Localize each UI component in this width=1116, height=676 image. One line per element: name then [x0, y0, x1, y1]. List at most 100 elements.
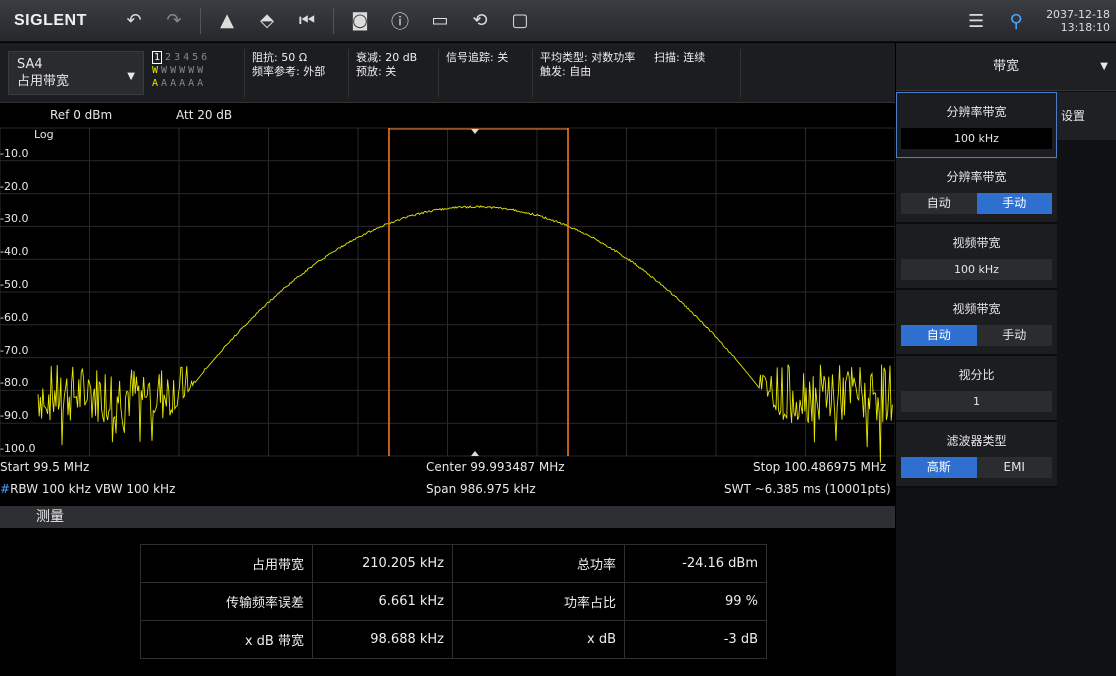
- network-icon[interactable]: ⚲: [1009, 10, 1023, 32]
- ratio-value-input[interactable]: 1: [901, 391, 1052, 412]
- info-divider: [244, 49, 245, 97]
- caret-down-icon: ▼: [1100, 61, 1108, 72]
- table-row: 传输频率误差 6.661 kHz 功率占比 99 %: [140, 582, 767, 621]
- vbw-manual-option[interactable]: 手动: [976, 325, 1052, 346]
- rbw-mode-softkey: 分辨率带宽 自动 手动: [896, 158, 1057, 224]
- table-row: x dB 带宽 98.688 kHz x dB -3 dB: [140, 620, 767, 659]
- skip-back-icon[interactable]: ⏮: [298, 10, 316, 31]
- span-readout: Span 986.975 kHz: [426, 482, 536, 496]
- trace-number: 5: [192, 52, 199, 63]
- info-divider: [348, 49, 349, 97]
- filter-emi-option[interactable]: EMI: [976, 457, 1052, 478]
- power-ratio-label: 功率占比: [452, 582, 625, 621]
- softkey-panel: 带宽 ▼ 设置 分辨率带宽 100 kHz 分辨率带宽 自动 手动 视频带宽 1…: [896, 43, 1116, 676]
- total-power-value: -24.16 dBm: [624, 544, 767, 583]
- trace-number: 2: [165, 52, 172, 63]
- caret-down-icon: ▼: [127, 71, 135, 82]
- trace-status-grid[interactable]: 1 2 3 4 5 6 W W W W W W A A A A A A: [152, 51, 207, 90]
- total-power-label: 总功率: [452, 544, 625, 583]
- freq-error-value: 6.661 kHz: [312, 582, 453, 621]
- brand-logo: SIGLENT: [14, 11, 87, 29]
- peak-search-icon[interactable]: ▲: [220, 10, 234, 31]
- measurement-name: 占用带宽: [17, 74, 70, 89]
- scale-type: Log: [34, 128, 54, 141]
- measurement-table: 占用带宽 210.205 kHz 总功率 -24.16 dBm 传输频率误差 6…: [140, 544, 767, 659]
- vbw-mode-label: 视频带宽: [952, 302, 1001, 316]
- rbw-auto-option[interactable]: 自动: [901, 193, 977, 214]
- trace-mode: A: [170, 78, 177, 89]
- panel-header[interactable]: 带宽 ▼: [896, 43, 1116, 91]
- y-axis-tick-label: -90.0: [0, 409, 29, 423]
- trace-number: 3: [174, 52, 181, 63]
- reset-icon[interactable]: ⟲: [472, 10, 488, 31]
- filter-gauss-option[interactable]: 高斯: [901, 457, 977, 478]
- rbw-mode-toggle[interactable]: 自动 手动: [901, 193, 1052, 214]
- xdb-label: x dB: [452, 620, 625, 659]
- tab-settings[interactable]: 设置: [1057, 92, 1116, 140]
- rbw-manual-option[interactable]: 手动: [976, 193, 1052, 214]
- top-toolbar: SIGLENT ↶ ↷ ▲ ⬘ ⏮ ◙ ⓘ ▭ ⟲ ▢ ☰ ⚲ 2037-12-…: [0, 0, 1116, 42]
- vbw-softkey[interactable]: 视频带宽 100 kHz: [896, 224, 1057, 290]
- y-axis-tick-label: -100.0: [0, 442, 36, 455]
- y-axis-tick-label: -70.0: [0, 343, 29, 357]
- mode-select[interactable]: SA4 占用带宽 ▼: [8, 51, 144, 95]
- rbw-value-input[interactable]: 100 kHz: [901, 128, 1052, 149]
- vbw-mode-softkey: 视频带宽 自动 手动: [896, 290, 1057, 356]
- occupied-bw-label: 占用带宽: [140, 544, 313, 583]
- average-info: 平均类型: 对数功率 触发: 自由: [540, 51, 635, 79]
- vbw-rbw-ratio-softkey[interactable]: 视分比 1: [896, 356, 1057, 422]
- y-axis-tick-label: -40.0: [0, 245, 29, 259]
- trigger-text: 触发: 自由: [540, 65, 592, 78]
- sweep-info: 扫描: 连续: [654, 51, 705, 65]
- spectrum-trace: [37, 205, 893, 463]
- stop-frequency: Stop 100.486975 MHz: [753, 460, 887, 474]
- ref-level: Ref 0 dBm: [50, 108, 113, 122]
- xdb-bw-value: 98.688 kHz: [312, 620, 453, 659]
- rbw-softkey[interactable]: 分辨率带宽 100 kHz: [896, 92, 1057, 158]
- trace-mode: A: [161, 78, 168, 89]
- filter-type-toggle[interactable]: 高斯 EMI: [901, 457, 1052, 478]
- power-ratio-value: 99 %: [624, 582, 767, 621]
- marker-icon[interactable]: ⬘: [260, 10, 274, 31]
- camera-icon[interactable]: ◙: [351, 10, 369, 31]
- y-axis-tick-label: -20.0: [0, 179, 29, 193]
- vbw-value-input[interactable]: 100 kHz: [901, 259, 1052, 280]
- folder-icon[interactable]: ▭: [431, 10, 449, 31]
- occupied-bw-value: 210.205 kHz: [312, 544, 453, 583]
- spectrum-graph: [0, 127, 895, 463]
- undo-icon[interactable]: ↶: [126, 10, 142, 31]
- rbw-vbw-text: RBW 100 kHz VBW 100 kHz: [10, 482, 176, 496]
- sweep-time-readout: SWT ~6.385 ms (10001pts): [724, 482, 891, 496]
- filter-type-label: 滤波器类型: [946, 434, 1007, 448]
- center-top-marker-icon: [471, 129, 479, 134]
- toolbar-divider: [333, 7, 334, 34]
- info-divider: [532, 49, 533, 97]
- y-axis-tick-label: -60.0: [0, 310, 29, 324]
- message-icon[interactable]: ▢: [511, 10, 529, 31]
- tracking-info: 信号追踪: 关: [446, 51, 508, 65]
- trace-number: 6: [201, 52, 208, 63]
- help-icon[interactable]: ⓘ: [391, 11, 409, 33]
- table-row: 占用带宽 210.205 kHz 总功率 -24.16 dBm: [140, 544, 767, 583]
- trace-type: W: [197, 65, 204, 76]
- y-axis-tick-label: -10.0: [0, 146, 29, 160]
- vbw-auto-option[interactable]: 自动: [901, 325, 977, 346]
- redo-icon[interactable]: ↷: [166, 10, 182, 31]
- tracking-text: 信号追踪: 关: [446, 51, 509, 64]
- spectrum-plot[interactable]: Ref 0 dBm Att 20 dB Log -10.0 -20.0 -30.0 -…: [0, 104, 895, 506]
- vbw-mode-toggle[interactable]: 自动 手动: [901, 325, 1052, 346]
- bandwidth-readout: #RBW 100 kHz VBW 100 kHz: [0, 482, 175, 496]
- panel-title: 带宽: [992, 59, 1019, 74]
- freq-error-label: 传输频率误差: [140, 582, 313, 621]
- measurement-title: 测量: [0, 506, 895, 528]
- rbw-mode-label: 分辨率带宽: [946, 170, 1007, 184]
- xdb-value: -3 dB: [624, 620, 767, 659]
- trace-type: W: [170, 65, 177, 76]
- y-axis-tick-label: -50.0: [0, 278, 29, 291]
- menu-list-icon[interactable]: ☰: [967, 10, 985, 32]
- trace-type: W: [188, 65, 195, 76]
- trace-type: W: [179, 65, 186, 76]
- trace-number: 1: [152, 51, 163, 64]
- xdb-bw-label: x dB 带宽: [140, 620, 313, 659]
- center-frequency: Center 99.993487 MHz: [426, 460, 565, 474]
